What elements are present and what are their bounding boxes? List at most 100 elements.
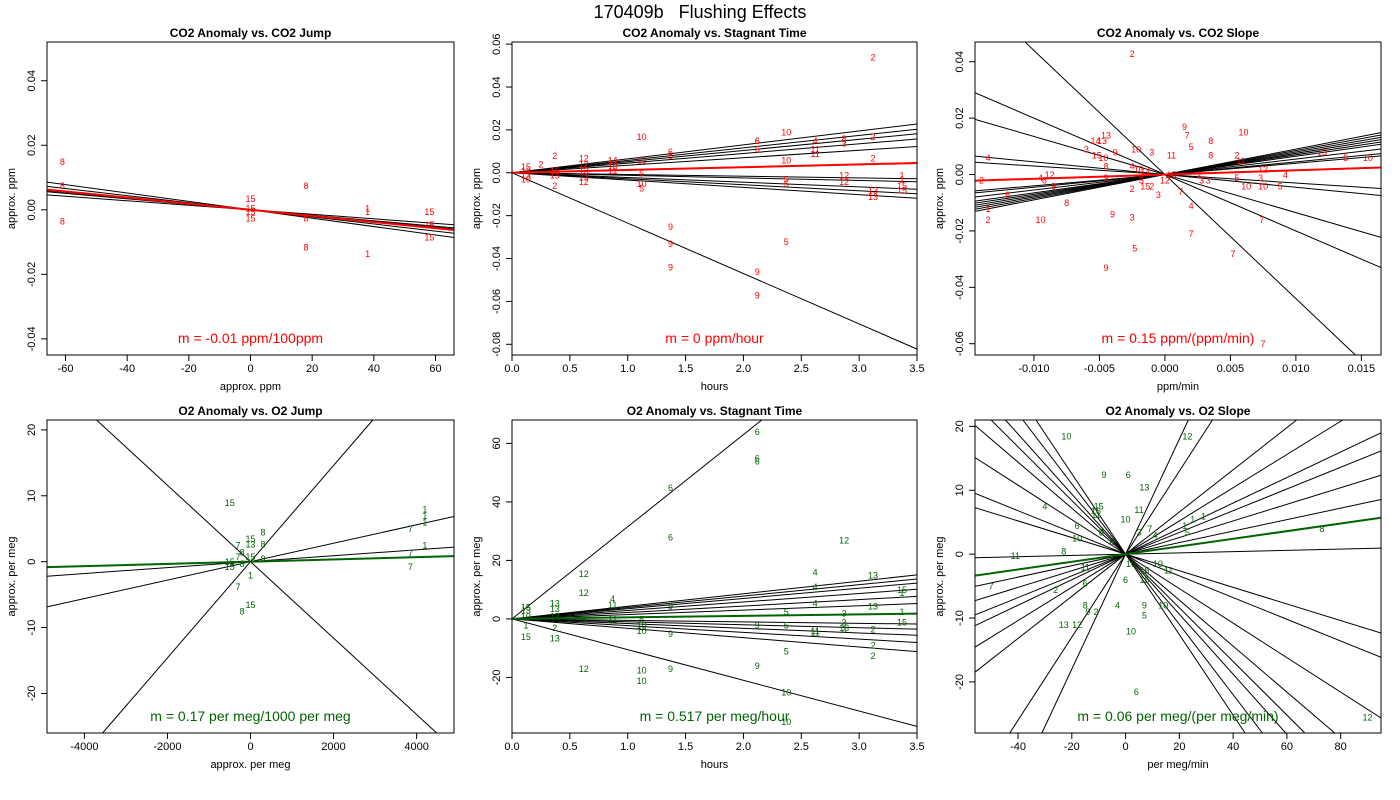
x-tick-label: 60 xyxy=(429,363,441,375)
plot-frame xyxy=(974,419,1382,734)
data-point: 1 xyxy=(899,175,904,185)
data-point: 15 xyxy=(245,213,255,223)
data-point: 2 xyxy=(1234,150,1239,160)
data-point: 2 xyxy=(1130,49,1135,59)
data-point: 1 xyxy=(899,588,904,598)
y-tick-label: -0.06 xyxy=(954,331,966,356)
y-tick-label: 0.00 xyxy=(26,199,38,220)
x-tick-label: 1.0 xyxy=(620,363,635,375)
fit-line xyxy=(512,123,917,174)
data-point: 5 xyxy=(1185,527,1190,537)
y-tick-label: 0.00 xyxy=(491,162,503,183)
data-point: 1 xyxy=(899,170,904,180)
data-point: 9 xyxy=(1182,122,1187,132)
y-tick-label: 0.02 xyxy=(26,135,38,156)
y-tick-label: 0.06 xyxy=(491,33,503,54)
fit-line xyxy=(512,588,917,620)
y-tick-label: -0.08 xyxy=(491,332,503,357)
data-point: 4 xyxy=(1038,173,1043,183)
data-point: 3 xyxy=(842,625,847,635)
data-point: 13 xyxy=(1059,620,1069,630)
fit-line xyxy=(512,618,917,653)
slope-annotation: m = 0 ppm/hour xyxy=(665,330,764,346)
data-point: 4 xyxy=(813,568,818,578)
fit-line xyxy=(96,420,438,733)
chart-title: CO2 Anomaly vs. Stagnant Time xyxy=(622,26,806,40)
x-tick-label: 2.0 xyxy=(736,741,751,753)
data-point: 12 xyxy=(579,160,589,170)
fit-line xyxy=(1022,420,1263,733)
summary-fit-line xyxy=(975,516,1381,577)
x-tick-label: 1.0 xyxy=(620,741,635,753)
data-point: 10 xyxy=(521,175,531,185)
data-point: 8 xyxy=(1208,136,1213,146)
data-point: 7 xyxy=(236,582,241,592)
figure-title: 170409b Flushing Effects xyxy=(593,2,807,22)
fit-line xyxy=(975,420,1297,673)
data-point: 13 xyxy=(1097,136,1107,146)
x-tick-label: 1.5 xyxy=(678,741,693,753)
data-point: 12 xyxy=(550,611,560,621)
y-tick-label: 10 xyxy=(26,490,38,502)
data-point: 9 xyxy=(668,664,673,674)
y-tick-label: 40 xyxy=(491,496,503,508)
data-point: 5 xyxy=(784,175,789,185)
x-tick-label: 2.0 xyxy=(736,363,751,375)
data-point: 8 xyxy=(260,554,265,564)
data-point: 5 xyxy=(784,237,789,247)
data-point: 6 xyxy=(1042,176,1047,186)
data-point: 1 xyxy=(422,541,427,551)
data-point: 1 xyxy=(523,620,528,630)
data-point: 4 xyxy=(813,598,818,608)
data-point: 1 xyxy=(365,204,370,214)
chart-title: CO2 Anomaly vs. CO2 Slope xyxy=(1097,26,1260,40)
chart-title: O2 Anomaly vs. O2 Slope xyxy=(1106,404,1251,418)
fit-line xyxy=(512,172,917,199)
data-point: 2 xyxy=(1053,585,1058,595)
data-point: 2 xyxy=(1196,170,1201,180)
data-point: 11 xyxy=(810,149,819,159)
fit-lines xyxy=(975,420,1381,733)
data-point: 5 xyxy=(784,620,789,630)
fit-line xyxy=(512,172,917,350)
data-point: 8 xyxy=(60,157,65,167)
fit-line xyxy=(512,138,917,174)
fit-line xyxy=(975,492,1381,658)
y-tick-label: 0.04 xyxy=(954,51,966,72)
y-tick-label: -0.06 xyxy=(491,289,503,314)
data-point: 15 xyxy=(225,557,235,567)
data-point: 11 xyxy=(1167,150,1176,160)
data-point: 15 xyxy=(550,166,560,176)
fit-line xyxy=(975,450,1381,616)
y-tick-label: 0 xyxy=(491,616,503,622)
data-point: 9 xyxy=(755,661,760,671)
data-point: 15 xyxy=(424,207,434,217)
data-point: 2 xyxy=(986,215,991,225)
data-point: 12 xyxy=(1072,620,1082,630)
data-point: 11 xyxy=(1081,562,1090,572)
fit-line xyxy=(512,618,917,630)
data-point: 2 xyxy=(1149,181,1154,191)
data-point: 13 xyxy=(868,185,878,195)
x-tick-label: 3.0 xyxy=(851,741,866,753)
data-point: 9 xyxy=(1102,470,1107,480)
data-point: 5 xyxy=(639,183,644,193)
x-tick-label: 2000 xyxy=(321,741,345,753)
data-point: 4 xyxy=(1130,162,1135,172)
data-point: 4 xyxy=(1042,502,1047,512)
slope-annotation: m = 0.06 per meg/(per meg/min) xyxy=(1077,708,1278,724)
data-point: 10 xyxy=(637,666,647,676)
data-point: 2 xyxy=(538,160,543,170)
data-point: 1 xyxy=(1190,515,1195,525)
data-point: 8 xyxy=(668,151,673,161)
fit-line xyxy=(512,582,917,620)
data-point: 10 xyxy=(781,128,791,138)
data-point: 11 xyxy=(1164,566,1173,576)
data-point: 3 xyxy=(1149,147,1154,157)
data-point: 1 xyxy=(1201,511,1206,521)
data-point: 9 xyxy=(755,267,760,277)
data-point: 10 xyxy=(521,611,531,621)
data-point: 12 xyxy=(1258,164,1268,174)
